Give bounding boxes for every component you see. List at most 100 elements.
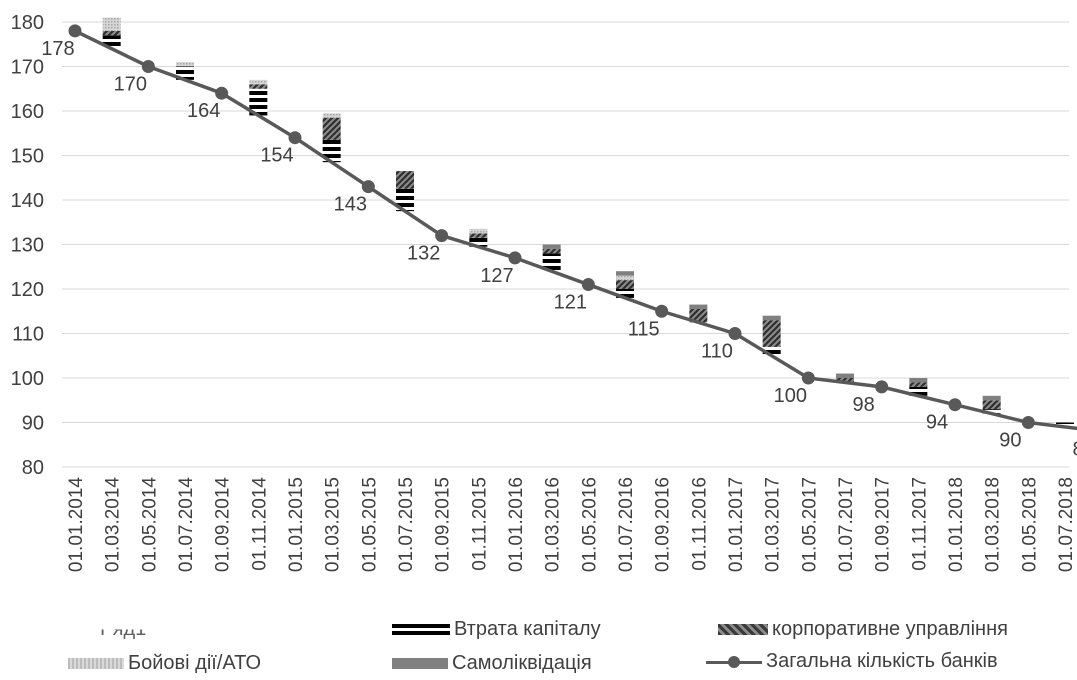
line-marker-swatch-icon bbox=[706, 655, 762, 669]
line-point bbox=[948, 398, 962, 412]
capital-loss-bar bbox=[322, 139, 341, 163]
legend-item-total: Загальна кількість банків bbox=[706, 650, 998, 673]
self-liquidation-bar bbox=[542, 244, 561, 249]
x-tick-label: 01.01.2016 bbox=[506, 477, 527, 572]
self-liquidation-bar bbox=[689, 304, 708, 310]
y-tick-label: 90 bbox=[22, 413, 44, 435]
x-tick-label: 01.03.2017 bbox=[763, 477, 784, 572]
data-label: 100 bbox=[774, 385, 807, 407]
data-label: 164 bbox=[187, 100, 220, 122]
x-tick-label: 01.01.2015 bbox=[286, 477, 307, 572]
ato-bar bbox=[469, 228, 488, 234]
x-tick-label: 01.07.2015 bbox=[396, 477, 417, 572]
y-tick-label: 130 bbox=[11, 235, 44, 257]
line-point bbox=[728, 327, 742, 340]
legend-label-ryad: Ряд1 bbox=[100, 618, 147, 641]
legend-item-ato: Бойові дії/АТО bbox=[68, 652, 261, 675]
corp-governance-bar bbox=[542, 248, 561, 254]
legend-item-ryad: Ряд1 bbox=[100, 618, 146, 641]
capital-loss-bar bbox=[982, 409, 1001, 414]
line-point bbox=[581, 278, 595, 292]
corp-governance-bar bbox=[616, 280, 634, 289]
capital-loss-bar bbox=[762, 346, 781, 356]
x-tick-label: 01.03.2014 bbox=[103, 477, 124, 573]
corp-governance-bar bbox=[469, 233, 488, 238]
x-tick-label: 01.03.2015 bbox=[323, 477, 344, 572]
bar-segments bbox=[102, 17, 1074, 427]
capital-loss-bar bbox=[909, 386, 928, 396]
corp-governance-bar bbox=[836, 378, 854, 383]
x-axis: 01.01.2014 01.03.2014 01.05.2014 01.07.2014… bbox=[66, 477, 1077, 573]
corp-governance-bar bbox=[322, 117, 341, 140]
line-point bbox=[361, 180, 375, 194]
self-liquidation-bar bbox=[909, 378, 928, 383]
x-tick-label: 01.11.2015 bbox=[469, 477, 490, 571]
corp-governance-bar bbox=[102, 30, 121, 36]
legend-item-corp: корпоративне управління bbox=[718, 618, 1008, 641]
x-tick-label: 01.03.2016 bbox=[543, 477, 564, 572]
data-label: 115 bbox=[628, 318, 660, 340]
line-point bbox=[141, 60, 155, 73]
self-liquidation-bar bbox=[616, 271, 634, 276]
self-liquidation-bar bbox=[762, 315, 781, 321]
line-point bbox=[655, 304, 669, 318]
data-label: 94 bbox=[926, 412, 948, 434]
line-point bbox=[801, 371, 815, 385]
x-tick-label: 01.03.2018 bbox=[983, 477, 1004, 572]
ato-bar bbox=[322, 113, 341, 118]
corp-governance-bar bbox=[909, 382, 928, 387]
corp-governance-bar bbox=[249, 84, 268, 89]
line-point bbox=[215, 86, 229, 100]
y-tick-label: 110 bbox=[12, 324, 44, 346]
y-tick-label: 170 bbox=[11, 57, 44, 79]
data-label: 132 bbox=[407, 243, 440, 265]
x-tick-label: 01.05.2016 bbox=[579, 477, 600, 572]
x-tick-label: 01.07.2014 bbox=[176, 477, 197, 573]
y-tick-label: 150 bbox=[11, 146, 44, 168]
self-liquidation-swatch-icon bbox=[392, 658, 448, 669]
capital-loss-bar bbox=[542, 253, 561, 272]
legend-label-ato: Бойові дії/АТО bbox=[128, 652, 262, 674]
data-label: 88 bbox=[1073, 438, 1077, 460]
y-tick-label: 80 bbox=[22, 457, 44, 479]
data-label: 121 bbox=[554, 292, 587, 314]
x-tick-label: 01.07.2016 bbox=[616, 477, 637, 572]
total-banks-line bbox=[68, 24, 1077, 431]
capital-loss-bar bbox=[249, 88, 268, 116]
corp-governance-bar bbox=[762, 320, 781, 347]
line-point bbox=[875, 380, 889, 394]
data-labels: 178 170 164 154 143 132 127 121 115 110 100 98 94 90 8… bbox=[41, 38, 1077, 460]
y-tick-label: 180 bbox=[11, 12, 44, 34]
x-tick-label: 01.05.2017 bbox=[799, 477, 820, 572]
data-label: 178 bbox=[41, 38, 74, 60]
y-tick-label: 140 bbox=[11, 190, 44, 212]
ato-bar bbox=[102, 17, 121, 31]
x-tick-label: 01.11.2017 bbox=[909, 477, 930, 571]
legend-label-self: Самоліквідація bbox=[452, 652, 592, 674]
corp-swatch-icon bbox=[718, 624, 768, 635]
data-label: 127 bbox=[480, 265, 513, 287]
legend: Ряд1 Втрата капіталу корпоративне управл… bbox=[0, 612, 1077, 680]
capital-loss-bar bbox=[469, 237, 488, 247]
x-tick-label: 01.11.2016 bbox=[689, 477, 710, 571]
legend-label-capital: Втрата капіталу bbox=[454, 618, 601, 640]
ato-bar bbox=[176, 62, 194, 67]
legend-item-capital: Втрата капіталу bbox=[392, 618, 601, 641]
x-tick-label: 01.05.2014 bbox=[139, 477, 160, 573]
x-tick-label: 01.07.2018 bbox=[1056, 477, 1077, 572]
capital-swatch-icon bbox=[392, 624, 450, 635]
y-axis: 80 90 100 110 120 130 140 150 160 170 180 bbox=[11, 12, 44, 479]
self-liquidation-bar bbox=[836, 373, 854, 378]
capital-loss-bar bbox=[616, 289, 634, 298]
ato-swatch-icon bbox=[68, 658, 124, 669]
x-tick-label: 01.01.2018 bbox=[946, 477, 967, 572]
capital-loss-bar bbox=[396, 188, 414, 212]
corp-governance-bar bbox=[982, 400, 1001, 410]
corp-governance-bar bbox=[396, 171, 414, 189]
bank-count-chart: 80 90 100 110 120 130 140 150 160 170 180 01.01.20… bbox=[11, 12, 1077, 573]
data-label: 170 bbox=[114, 74, 147, 96]
data-label: 110 bbox=[701, 341, 733, 363]
x-tick-label: 01.05.2015 bbox=[359, 477, 380, 572]
legend-label-corp: корпоративне управління bbox=[772, 618, 1008, 640]
ato-bar bbox=[616, 275, 634, 281]
